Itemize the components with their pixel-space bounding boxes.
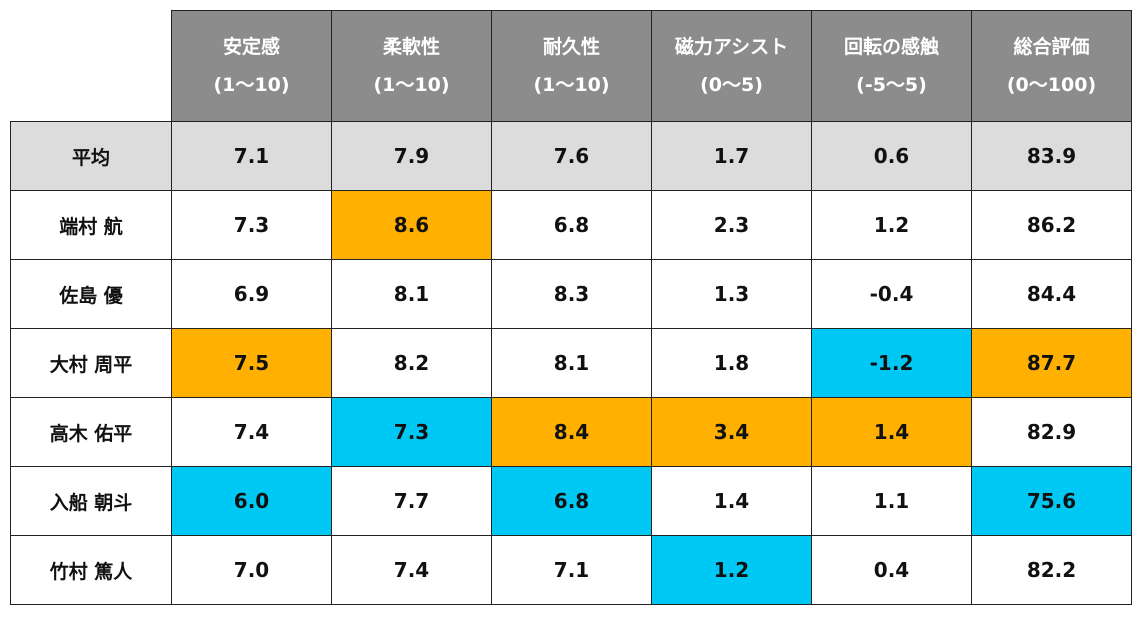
table-cell: 7.3 (171, 190, 332, 260)
table-cell: 7.4 (171, 397, 332, 467)
table-cell: 1.2 (811, 190, 972, 260)
table-cell: 83.9 (971, 121, 1132, 191)
column-name: 安定感 (222, 36, 280, 58)
table-row: 端村 航 7.3 8.6 6.8 2.3 1.2 86.2 (10, 190, 1132, 260)
table-cell: 1.8 (651, 328, 812, 398)
table-cell: 3.4 (651, 397, 812, 467)
table-cell: 82.2 (971, 535, 1132, 605)
table-cell: 6.8 (491, 466, 652, 536)
table-row: 佐島 優 6.9 8.1 8.3 1.3 -0.4 84.4 (10, 259, 1132, 329)
comparison-table: 安定感 (1〜10) 柔軟性 (1〜10) 耐久性 (1〜10) 磁力アシスト (0〜5… (10, 10, 1132, 605)
table-cell: 75.6 (971, 466, 1132, 536)
table-cell: 87.7 (971, 328, 1132, 398)
column-header: 回転の感触 (-5〜5) (811, 10, 972, 122)
table-cell: 82.9 (971, 397, 1132, 467)
comparison-table-container: 安定感 (1〜10) 柔軟性 (1〜10) 耐久性 (1〜10) 磁力アシスト (0〜5… (10, 10, 1132, 605)
column-range: (1〜10) (213, 74, 290, 96)
column-range: (0〜100) (1006, 74, 1097, 96)
row-label: 高木 佑平 (10, 397, 172, 467)
table-cell: 1.3 (651, 259, 812, 329)
table-cell: 7.0 (171, 535, 332, 605)
row-label: 大村 周平 (10, 328, 172, 398)
table-cell: 7.6 (491, 121, 652, 191)
table-cell: 8.1 (491, 328, 652, 398)
table-cell: 8.6 (331, 190, 492, 260)
table-row: 竹村 篤人 7.0 7.4 7.1 1.2 0.4 82.2 (10, 535, 1132, 605)
column-header: 柔軟性 (1〜10) (331, 10, 492, 122)
table-cell: 1.4 (651, 466, 812, 536)
table-cell: 2.3 (651, 190, 812, 260)
table-cell: 6.8 (491, 190, 652, 260)
column-header: 総合評価 (0〜100) (971, 10, 1132, 122)
column-name: 耐久性 (542, 36, 600, 58)
table-cell: -1.2 (811, 328, 972, 398)
table-cell: 8.3 (491, 259, 652, 329)
table-cell: 1.2 (651, 535, 812, 605)
table-cell: 8.2 (331, 328, 492, 398)
column-name: 磁力アシスト (674, 36, 789, 58)
row-label: 端村 航 (10, 190, 172, 260)
table-cell: 0.6 (811, 121, 972, 191)
table-cell: 7.1 (171, 121, 332, 191)
header-row: 安定感 (1〜10) 柔軟性 (1〜10) 耐久性 (1〜10) 磁力アシスト (0〜5… (10, 10, 1132, 122)
table-cell: 8.4 (491, 397, 652, 467)
table-cell: 1.1 (811, 466, 972, 536)
column-name: 柔軟性 (382, 36, 440, 58)
table-row: 大村 周平 7.5 8.2 8.1 1.8 -1.2 87.7 (10, 328, 1132, 398)
corner-cell (10, 10, 172, 122)
row-label: 竹村 篤人 (10, 535, 172, 605)
table-cell: 84.4 (971, 259, 1132, 329)
column-range: (1〜10) (533, 74, 610, 96)
column-header: 磁力アシスト (0〜5) (651, 10, 812, 122)
table-cell: 7.3 (331, 397, 492, 467)
table-cell: 7.1 (491, 535, 652, 605)
table-cell: 6.0 (171, 466, 332, 536)
column-range: (1〜10) (373, 74, 450, 96)
column-name: 回転の感触 (843, 36, 939, 58)
column-range: (-5〜5) (856, 74, 927, 96)
table-cell: 6.9 (171, 259, 332, 329)
column-range: (0〜5) (700, 74, 763, 96)
row-label: 佐島 優 (10, 259, 172, 329)
table-cell: 8.1 (331, 259, 492, 329)
table-cell: 7.4 (331, 535, 492, 605)
column-header: 耐久性 (1〜10) (491, 10, 652, 122)
table-cell: 0.4 (811, 535, 972, 605)
table-row: 高木 佑平 7.4 7.3 8.4 3.4 1.4 82.9 (10, 397, 1132, 467)
table-cell: 7.9 (331, 121, 492, 191)
table-cell: -0.4 (811, 259, 972, 329)
table-cell: 7.7 (331, 466, 492, 536)
column-name: 総合評価 (1013, 36, 1090, 58)
average-row: 平均 7.1 7.9 7.6 1.7 0.6 83.9 (10, 121, 1132, 191)
column-header: 安定感 (1〜10) (171, 10, 332, 122)
row-label: 入船 朝斗 (10, 466, 172, 536)
table-body: 平均 7.1 7.9 7.6 1.7 0.6 83.9 端村 航 7.3 8.6 6.8 2.3 1.2… (10, 121, 1132, 605)
row-label: 平均 (10, 121, 172, 191)
table-cell: 86.2 (971, 190, 1132, 260)
table-cell: 1.7 (651, 121, 812, 191)
table-cell: 7.5 (171, 328, 332, 398)
table-row: 入船 朝斗 6.0 7.7 6.8 1.4 1.1 75.6 (10, 466, 1132, 536)
table-cell: 1.4 (811, 397, 972, 467)
